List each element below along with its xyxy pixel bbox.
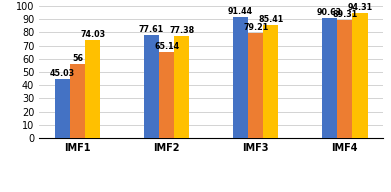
Bar bbox=[337, 20, 352, 138]
Text: 89.31: 89.31 bbox=[332, 10, 357, 19]
Bar bbox=[174, 36, 189, 138]
Bar bbox=[322, 18, 337, 138]
Bar bbox=[159, 52, 174, 138]
Bar bbox=[144, 35, 159, 138]
Text: 94.31: 94.31 bbox=[347, 3, 373, 12]
Bar bbox=[85, 40, 100, 138]
Text: 45.03: 45.03 bbox=[50, 69, 75, 78]
Legend: Indian Pine, Pavia University, Pavia  Centre: Indian Pine, Pavia University, Pavia Cen… bbox=[96, 189, 326, 192]
Text: 56: 56 bbox=[72, 54, 83, 63]
Bar bbox=[352, 13, 368, 138]
Text: 91.44: 91.44 bbox=[228, 7, 253, 16]
Text: 77.38: 77.38 bbox=[169, 26, 194, 35]
Bar bbox=[233, 17, 248, 138]
Bar bbox=[248, 33, 263, 138]
Text: 65.14: 65.14 bbox=[154, 42, 179, 51]
Bar bbox=[263, 25, 278, 138]
Text: 74.03: 74.03 bbox=[80, 30, 105, 39]
Text: 79.21: 79.21 bbox=[243, 23, 268, 32]
Bar bbox=[70, 64, 85, 138]
Text: 85.41: 85.41 bbox=[258, 15, 283, 24]
Text: 90.63: 90.63 bbox=[317, 8, 342, 17]
Text: 77.61: 77.61 bbox=[139, 25, 164, 34]
Bar bbox=[55, 79, 70, 138]
